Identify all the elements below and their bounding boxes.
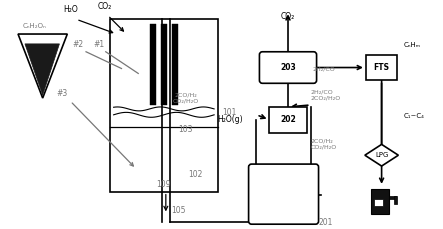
Bar	[172, 24, 178, 105]
Text: FTS: FTS	[373, 63, 389, 72]
Text: 105: 105	[171, 207, 185, 215]
Text: 103: 103	[178, 125, 193, 134]
Text: LPG: LPG	[375, 152, 389, 158]
Bar	[269, 107, 307, 133]
Bar	[150, 24, 156, 105]
Text: CₙHₘ: CₙHₘ	[403, 42, 420, 48]
Text: 201: 201	[319, 218, 333, 227]
Bar	[161, 24, 167, 105]
Bar	[371, 189, 389, 214]
Polygon shape	[18, 34, 67, 98]
Bar	[389, 196, 396, 199]
Text: 102: 102	[188, 170, 202, 179]
Text: 2H₂/CO
2CO₂/H₂O: 2H₂/CO 2CO₂/H₂O	[311, 90, 341, 101]
Text: CO₂: CO₂	[97, 2, 112, 11]
Text: 202: 202	[280, 115, 296, 124]
FancyBboxPatch shape	[260, 52, 317, 83]
Text: #3: #3	[57, 89, 68, 98]
Bar	[374, 199, 383, 207]
Bar	[110, 19, 218, 192]
Text: H₂O(g): H₂O(g)	[217, 115, 243, 124]
Text: #1: #1	[93, 40, 105, 49]
Polygon shape	[365, 144, 398, 166]
Bar	[366, 55, 397, 80]
Text: 2H₂/CO: 2H₂/CO	[312, 66, 335, 71]
Polygon shape	[25, 44, 59, 95]
Text: 2CO/H₂
CO₂/H₂O: 2CO/H₂ CO₂/H₂O	[311, 139, 337, 150]
Text: 2CO/H₂
CO₂/H₂O: 2CO/H₂ CO₂/H₂O	[172, 93, 198, 104]
Bar	[394, 196, 397, 204]
Text: 109: 109	[157, 180, 171, 189]
FancyBboxPatch shape	[249, 164, 319, 224]
Text: #2: #2	[73, 40, 84, 49]
Text: CO₂: CO₂	[281, 12, 295, 21]
Text: H₂O: H₂O	[63, 5, 78, 14]
Text: CₙH₂Oₙ: CₙH₂Oₙ	[23, 23, 47, 29]
Text: 101: 101	[222, 108, 237, 117]
Text: C₁~C₄: C₁~C₄	[403, 113, 424, 119]
Text: 203: 203	[280, 63, 296, 72]
